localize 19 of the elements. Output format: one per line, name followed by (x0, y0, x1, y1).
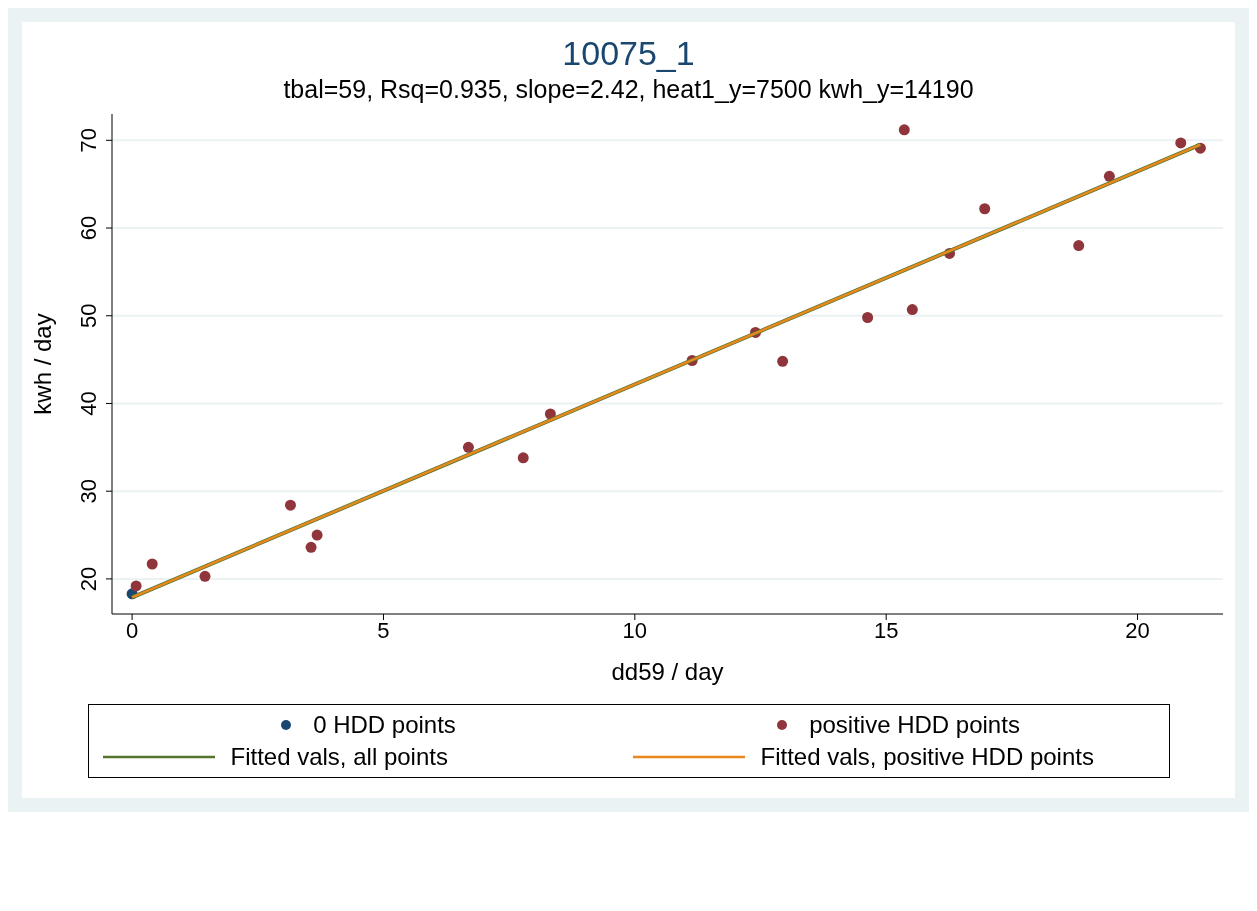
chart-subtitle: tbal=59, Rsq=0.935, slope=2.42, heat1_y=7500 kwh_y=14190 (282, 75, 975, 104)
x-tick-label: 10 (622, 617, 648, 643)
x-axis-title: dd59 / day (611, 658, 724, 685)
legend-label: Fitted vals, all points (230, 743, 448, 771)
x-tick-label: 15 (873, 617, 899, 643)
legend-label: positive HDD points (809, 711, 1020, 739)
legend-label: Fitted vals, positive HDD points (760, 743, 1094, 771)
y-axis-title: kwh / day (28, 313, 56, 415)
y-tick-label: 40 (76, 391, 101, 416)
chart-title: 10075_1 (561, 34, 696, 73)
x-tick-label: 0 (125, 617, 139, 643)
y-tick-label: 30 (76, 478, 101, 504)
x-tick-label: 20 (1125, 617, 1150, 643)
y-tick-label: 50 (76, 303, 101, 328)
y-tick-label: 60 (76, 215, 101, 241)
legend-label: 0 HDD points (313, 711, 456, 739)
y-tick-label: 20 (76, 566, 101, 592)
y-tick-label: 70 (76, 128, 101, 153)
x-tick-label: 5 (377, 617, 390, 643)
